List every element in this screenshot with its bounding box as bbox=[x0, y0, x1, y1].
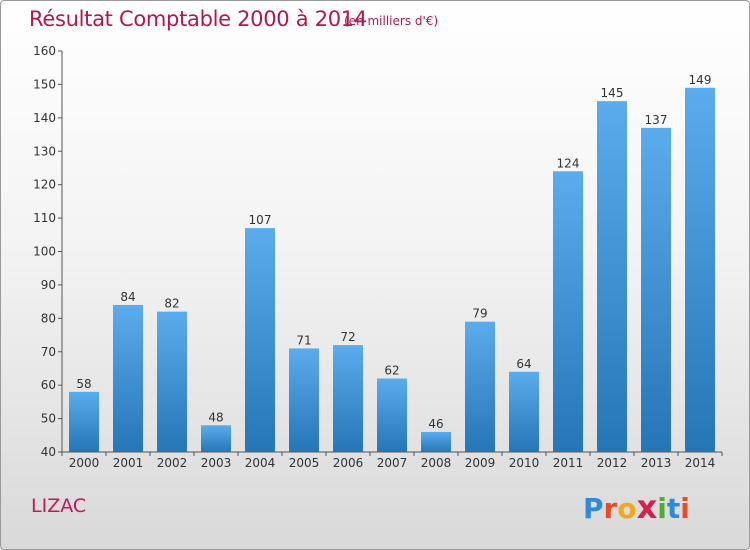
x-tick-label: 2000 bbox=[69, 456, 100, 470]
logo-letter: i bbox=[657, 492, 667, 525]
bar-2007 bbox=[377, 378, 407, 452]
x-tick-label: 2008 bbox=[421, 456, 452, 470]
x-tick-label: 2003 bbox=[201, 456, 232, 470]
logo-letter: r bbox=[603, 492, 618, 525]
x-tick-label: 2004 bbox=[245, 456, 276, 470]
x-tick-label: 2006 bbox=[333, 456, 364, 470]
x-tick-label: 2005 bbox=[289, 456, 320, 470]
x-tick-label: 2013 bbox=[641, 456, 672, 470]
y-tick-label: 80 bbox=[41, 311, 56, 325]
bar-2008 bbox=[421, 431, 451, 452]
value-label-2008: 46 bbox=[428, 417, 443, 431]
chart-bars bbox=[69, 87, 715, 453]
value-label-2004: 107 bbox=[249, 213, 272, 227]
x-tick-label: 2014 bbox=[685, 456, 716, 470]
y-tick-label: 70 bbox=[41, 345, 56, 359]
value-label-2007: 62 bbox=[384, 363, 399, 377]
bar-2001 bbox=[113, 304, 143, 452]
y-tick-label: 50 bbox=[41, 412, 56, 426]
logo-letter: i bbox=[680, 492, 690, 525]
y-tick-label: 140 bbox=[33, 111, 56, 125]
bar-2010 bbox=[509, 371, 539, 452]
bar-2002 bbox=[157, 311, 187, 452]
logo-letter: o bbox=[617, 492, 637, 525]
x-tick-label: 2009 bbox=[465, 456, 496, 470]
x-tick-label: 2007 bbox=[377, 456, 408, 470]
value-label-2002: 82 bbox=[164, 297, 179, 311]
bar-2014 bbox=[685, 87, 715, 452]
y-tick-label: 150 bbox=[33, 77, 56, 91]
value-label-2014: 149 bbox=[689, 73, 712, 87]
y-tick-label: 120 bbox=[33, 178, 56, 192]
chart-title: Résultat Comptable 2000 à 2014 bbox=[29, 7, 367, 31]
commune-name: LIZAC bbox=[31, 495, 87, 517]
value-label-2010: 64 bbox=[516, 357, 531, 371]
y-tick-label: 130 bbox=[33, 144, 56, 158]
y-tick-label: 40 bbox=[41, 445, 56, 459]
value-label-2005: 71 bbox=[296, 333, 311, 347]
chart-axes: 40 50 60 70 80 90 100 110 120 130 140 150 160 2000 200… bbox=[33, 44, 723, 470]
x-tick-label: 2001 bbox=[113, 456, 144, 470]
bar-2004 bbox=[245, 228, 275, 452]
bar-2003 bbox=[201, 425, 231, 452]
y-tick-label: 100 bbox=[33, 245, 56, 259]
bar-2005 bbox=[289, 348, 319, 452]
logo-letter: P bbox=[583, 492, 604, 525]
y-tick-label: 60 bbox=[41, 378, 56, 392]
value-label-2003: 48 bbox=[208, 410, 223, 424]
value-label-2006: 72 bbox=[340, 330, 355, 344]
logo-letter: t bbox=[666, 492, 681, 525]
logo-letter: x bbox=[636, 488, 658, 526]
value-label-2009: 79 bbox=[472, 307, 487, 321]
y-tick-label: 110 bbox=[33, 211, 56, 225]
chart-unit-label: (en milliers d'€) bbox=[344, 14, 439, 28]
value-label-2012: 145 bbox=[601, 86, 624, 100]
proxiti-logo: Proxiti bbox=[583, 488, 690, 526]
y-tick-label: 90 bbox=[41, 278, 56, 292]
bar-2000 bbox=[69, 391, 99, 452]
bar-2011 bbox=[553, 171, 583, 453]
x-tick-label: 2002 bbox=[157, 456, 188, 470]
value-label-2001: 84 bbox=[120, 290, 135, 304]
x-tick-label: 2010 bbox=[509, 456, 540, 470]
bar-2009 bbox=[465, 321, 495, 452]
value-label-2013: 137 bbox=[645, 113, 668, 127]
bar-2013 bbox=[641, 127, 671, 452]
x-tick-label: 2011 bbox=[553, 456, 584, 470]
bar-2006 bbox=[333, 345, 363, 452]
value-label-2011: 124 bbox=[557, 156, 580, 170]
value-label-2000: 58 bbox=[76, 377, 91, 391]
x-tick-label: 2012 bbox=[597, 456, 628, 470]
y-tick-label: 160 bbox=[33, 44, 56, 58]
chart-value-labels: 58 84 82 48 107 71 72 62 46 79 64 124 145 137 149 bbox=[76, 73, 711, 431]
bar-2012 bbox=[597, 101, 627, 452]
